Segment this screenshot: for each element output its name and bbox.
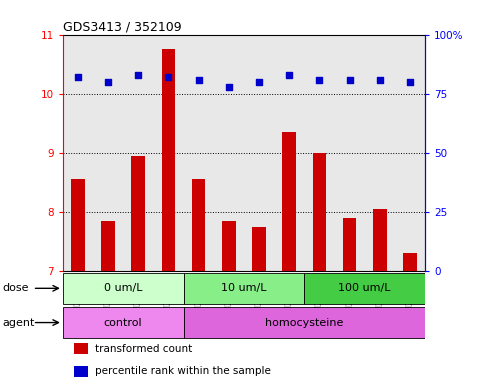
Bar bbox=[283, 132, 296, 271]
Point bbox=[104, 79, 112, 85]
Bar bbox=[395, 35, 425, 271]
Bar bbox=[63, 35, 93, 271]
Bar bbox=[244, 35, 274, 271]
Bar bbox=[73, 366, 88, 377]
Bar bbox=[63, 273, 184, 304]
Text: homocysteine: homocysteine bbox=[265, 318, 343, 328]
Text: 0 um/L: 0 um/L bbox=[104, 283, 142, 293]
Text: GDS3413 / 352109: GDS3413 / 352109 bbox=[63, 20, 182, 33]
Bar bbox=[213, 35, 244, 271]
Point bbox=[255, 79, 263, 85]
Text: 100 um/L: 100 um/L bbox=[339, 283, 391, 293]
Bar bbox=[274, 35, 304, 271]
Bar bbox=[192, 179, 205, 271]
Text: dose: dose bbox=[2, 283, 29, 293]
Bar bbox=[373, 209, 386, 271]
Bar bbox=[63, 307, 184, 338]
Point bbox=[165, 74, 172, 80]
Point bbox=[225, 84, 233, 90]
Bar bbox=[162, 50, 175, 271]
Bar bbox=[334, 35, 365, 271]
Text: 10 um/L: 10 um/L bbox=[221, 283, 267, 293]
Bar bbox=[403, 253, 417, 271]
Point bbox=[315, 76, 323, 83]
Bar bbox=[184, 307, 425, 338]
Bar bbox=[131, 156, 145, 271]
Point bbox=[285, 72, 293, 78]
Bar bbox=[313, 153, 326, 271]
Bar bbox=[252, 227, 266, 271]
Bar bbox=[304, 273, 425, 304]
Bar bbox=[154, 35, 184, 271]
Bar bbox=[222, 221, 236, 271]
Text: agent: agent bbox=[2, 318, 35, 328]
Bar bbox=[304, 35, 334, 271]
Point bbox=[134, 72, 142, 78]
Text: percentile rank within the sample: percentile rank within the sample bbox=[96, 366, 271, 376]
Point bbox=[195, 76, 202, 83]
Bar bbox=[184, 35, 213, 271]
Point bbox=[376, 76, 384, 83]
Point bbox=[406, 79, 414, 85]
Text: transformed count: transformed count bbox=[96, 344, 193, 354]
Point bbox=[346, 76, 354, 83]
Bar bbox=[343, 218, 356, 271]
Text: control: control bbox=[104, 318, 142, 328]
Bar bbox=[73, 343, 88, 354]
Bar bbox=[71, 179, 85, 271]
Bar bbox=[365, 35, 395, 271]
Point bbox=[74, 74, 82, 80]
Bar bbox=[184, 273, 304, 304]
Bar bbox=[101, 221, 115, 271]
Bar bbox=[123, 35, 154, 271]
Bar bbox=[93, 35, 123, 271]
